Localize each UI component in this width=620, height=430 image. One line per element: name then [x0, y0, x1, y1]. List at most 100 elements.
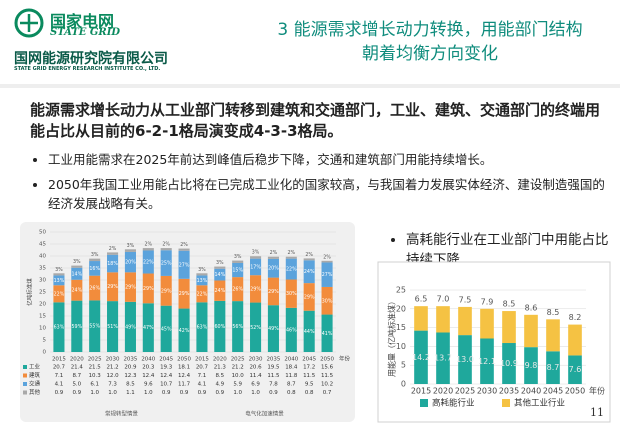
table-cell: 8.5: [215, 373, 224, 379]
bar-segment: [250, 275, 262, 303]
y-tick-label: 35: [39, 266, 46, 272]
x-tick-label: 2040: [141, 357, 155, 363]
share-label: 60%: [214, 324, 225, 330]
table-cell: 0.9: [162, 390, 171, 396]
share-label: 29%: [125, 285, 136, 291]
share-label: 3%: [55, 267, 63, 273]
x-tick-label: 2025: [231, 357, 245, 363]
share-label: 46%: [286, 327, 297, 333]
share-label: 24%: [214, 288, 225, 294]
bullet: 2050年我国工业用能占比将在已完成工业化的国家较高，与我国着力发展实体经济、建…: [48, 175, 610, 213]
legend-label: 高耗能行业: [432, 398, 475, 409]
share-label: 2%: [180, 242, 188, 248]
legend-label: 交通: [29, 380, 41, 388]
table-cell: 7.1: [198, 373, 207, 379]
bar-segment: [178, 278, 190, 309]
value-label: 8.5: [503, 300, 516, 309]
table-cell: 1.0: [233, 390, 242, 396]
table-cell: 0.9: [55, 390, 64, 396]
table-cell: 12.0: [106, 373, 119, 379]
share-label: 16%: [89, 266, 100, 272]
bar-segment: [502, 343, 516, 384]
bar-segment: [160, 248, 172, 251]
value-label: 8.5: [547, 308, 560, 317]
bar-segment: [546, 319, 560, 352]
y-tick-label: 0: [43, 350, 47, 356]
bar-segment: [321, 314, 333, 352]
y-tick-label: 0: [401, 380, 406, 389]
table-cell: 21.5: [89, 365, 102, 371]
share-label: 59%: [71, 324, 82, 330]
share-label: 41%: [322, 331, 333, 337]
bar-segment: [285, 279, 297, 308]
bar-segment: [267, 256, 279, 259]
value-label: 8.7: [547, 363, 560, 372]
y-tick-label: 20: [39, 302, 46, 308]
bar-segment: [89, 275, 101, 301]
y-axis-label: 亿吨标准煤: [26, 278, 34, 306]
share-label: 14%: [214, 272, 225, 278]
bar-segment: [142, 273, 154, 304]
bar-segment: [232, 301, 244, 352]
x-axis-label: 年份: [589, 386, 605, 396]
bar-segment: [107, 301, 119, 352]
y-tick-label: 45: [39, 242, 46, 248]
x-tick-label: 2040: [521, 387, 541, 396]
bar-segment: [285, 258, 297, 280]
value-label: 12.1: [478, 357, 496, 366]
table-cell: 0.8: [305, 390, 314, 396]
share-label: 44%: [304, 329, 315, 335]
bar-segment: [414, 306, 428, 331]
bar-segment: [89, 261, 101, 276]
table-cell: 8.7: [287, 382, 296, 388]
table-cell: 20.7: [196, 365, 209, 371]
table-cell: 8.5: [126, 382, 135, 388]
table-cell: 8.7: [72, 373, 81, 379]
table-cell: 1.0: [144, 390, 153, 396]
value-label: 7.6: [569, 365, 582, 374]
bar-segment: [178, 248, 190, 251]
table-cell: 21.3: [214, 365, 227, 371]
share-label: 30%: [322, 298, 333, 304]
share-label: 30%: [286, 291, 297, 297]
share-label: 2%: [305, 252, 313, 258]
share-label: 56%: [232, 324, 243, 330]
x-tick-label: 2050: [177, 357, 191, 363]
x-tick-label: 2045: [302, 357, 316, 363]
table-cell: 12.4: [178, 373, 191, 379]
bar-segment: [267, 258, 279, 278]
share-label: 2%: [145, 242, 153, 248]
logo-cn: 国家电网: [50, 12, 115, 31]
share-label: 52%: [250, 325, 261, 331]
y-tick-label: 10: [39, 326, 46, 332]
share-label: 47%: [143, 325, 154, 331]
table-cell: 4.1: [198, 382, 207, 388]
table-cell: 0.9: [215, 390, 224, 396]
table-cell: 5.0: [72, 382, 81, 388]
table-cell: 7.8: [269, 382, 278, 388]
share-label: 51%: [107, 324, 118, 330]
x-tick-label: 2030: [477, 387, 497, 396]
bar-segment: [568, 324, 582, 356]
bar-segment: [267, 305, 279, 352]
table-cell: 0.7: [323, 390, 332, 396]
bar-segment: [568, 355, 582, 384]
bar-segment: [524, 314, 538, 348]
x-tick-label: 2050: [565, 387, 585, 396]
y-tick-label: 30: [39, 278, 46, 284]
share-label: 22%: [286, 267, 297, 273]
share-label: 3%: [127, 243, 135, 249]
legend-label: 其他工业行业: [514, 398, 565, 409]
table-cell: 7.3: [108, 382, 117, 388]
group-label: 常规转型情景: [105, 410, 139, 418]
bar-segment: [160, 275, 172, 306]
share-label: 14%: [71, 271, 82, 277]
share-label: 20%: [125, 260, 136, 266]
table-cell: 4.1: [55, 382, 64, 388]
y-tick-label: 40: [39, 254, 46, 260]
bar-segment: [214, 268, 226, 281]
table-cell: 10.2: [321, 382, 333, 388]
share-label: 13%: [54, 278, 65, 284]
